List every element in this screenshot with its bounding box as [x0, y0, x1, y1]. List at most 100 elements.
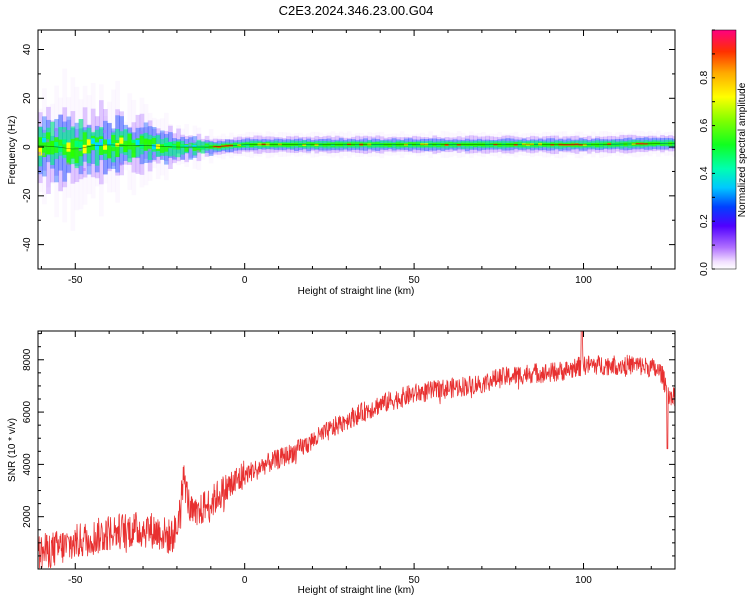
snr-xtick-label: 50 [409, 575, 421, 586]
spectrogram-cell [302, 144, 307, 146]
spectrogram-cell [192, 144, 198, 151]
snr-axes: -50 0 50 100 2000 4000 6000 8000 [22, 330, 676, 586]
spectrogram-cell [82, 168, 86, 172]
snr-ylabel: SNR (10 * v/v) [7, 418, 18, 482]
spectrogram-cell [477, 144, 482, 146]
colorbar-tick-label: 0.0 [699, 262, 710, 276]
spectrogram-cell [241, 144, 246, 147]
spectrogram-cell [208, 146, 214, 149]
spectrogram-cell [42, 137, 47, 143]
spectrogram-cell [74, 140, 80, 147]
spectrogram-xtick-label: 100 [575, 275, 592, 286]
spectrogram-cell [164, 142, 169, 147]
spectrogram-cell [408, 144, 413, 146]
spectrogram-cell [151, 155, 155, 159]
spectrogram-cell [172, 155, 176, 159]
spectrogram-cell [62, 139, 68, 145]
spectrogram-cell [590, 143, 596, 145]
spectrogram-cell [168, 141, 173, 157]
spectrogram-ytick-label: -20 [22, 188, 33, 203]
colorbar-axes: 0.0 0.2 0.4 0.6 0.8 [699, 29, 737, 276]
spectrogram-cell [176, 144, 181, 147]
snr-series-line [38, 331, 675, 569]
spectrogram-cell [135, 139, 141, 146]
spectrogram-cell [184, 144, 190, 152]
spectrogram-cell [119, 162, 123, 166]
spectrogram-cell [147, 139, 153, 145]
spectrogram-cell [281, 144, 287, 146]
colorbar: 0.0 0.2 0.4 0.6 0.8 Normalized spectral ampl… [699, 29, 748, 276]
spectrogram-cell [82, 132, 88, 151]
spectrogram-cell [196, 145, 202, 152]
spectrogram-cell [485, 143, 490, 146]
spectrogram-cell [42, 137, 47, 158]
colorbar-gradient [712, 30, 736, 269]
spectrogram-ytick-label: -40 [22, 237, 33, 252]
spectrogram-cell [103, 130, 107, 134]
snr-xtick-label: 0 [242, 575, 248, 586]
spectrogram-cell [139, 144, 145, 149]
spectrogram-cell [70, 148, 76, 157]
spectrogram-cell [147, 139, 153, 150]
spectrogram-ylabel: Frequency (Hz) [7, 116, 18, 185]
snr-ytick-label: 8000 [22, 348, 33, 371]
spectrogram-cell [151, 138, 157, 151]
spectrogram-ridge-line [38, 143, 675, 150]
spectrogram-cell [66, 142, 72, 152]
spectrogram-cell [82, 144, 88, 154]
colorbar-tick-label: 0.8 [699, 70, 710, 84]
spectrogram-cell [143, 139, 149, 144]
snr-panel: -50 0 50 100 2000 4000 6000 8000 Height of stra… [7, 330, 676, 596]
spectrogram-cell [131, 139, 137, 143]
snr-xlabel: Height of straight line (km) [298, 585, 415, 596]
spectrogram-cell [196, 149, 200, 153]
spectrogram-cell [111, 134, 116, 152]
snr-ytick-label: 6000 [22, 401, 33, 424]
colorbar-tick-label: 0.2 [699, 214, 710, 228]
spectrogram-ytick-label: 20 [22, 92, 33, 104]
spectrogram-cell [603, 143, 608, 146]
spectrogram-ytick-label: 40 [22, 44, 33, 56]
spectrogram-cell [216, 145, 222, 148]
spectrogram-frame [37, 29, 676, 270]
spectrogram-axes: -50 0 50 100 -40 -20 0 20 40 [22, 29, 676, 286]
spectrogram-cell [115, 143, 120, 147]
spectrogram-cell [192, 145, 198, 147]
spectrogram-cell [62, 129, 66, 133]
spectrogram-cell [180, 144, 185, 148]
spectrogram-cell [420, 143, 425, 146]
spectrogram-cell [38, 151, 41, 155]
snr-plot [38, 331, 675, 569]
spectrogram-cell [86, 139, 92, 146]
spectrogram-cell [107, 141, 112, 159]
spectrogram-cell [155, 144, 161, 149]
spectrogram-cell [159, 144, 165, 147]
spectrogram-cell [42, 152, 46, 156]
spectrogram-cell [54, 127, 58, 131]
spectrogram-cell [98, 139, 102, 143]
spectrogram-panel: -50 0 50 100 -40 -20 0 20 40 Height of straight … [7, 29, 676, 297]
spectrogram-cell [123, 144, 129, 153]
colorbar-label: Normalized spectral amplitude [737, 82, 748, 217]
spectrogram-cell [119, 137, 124, 144]
spectrogram-xtick-label: 0 [242, 275, 248, 286]
spectrogram-cell [501, 143, 507, 145]
spectrogram-cell [127, 141, 133, 146]
spectrogram-cell [66, 162, 70, 166]
figure-title: C2E3.2024.346.23.00.G04 [279, 3, 434, 18]
spectrogram-cell [619, 143, 625, 146]
spectrogram-cell [578, 144, 584, 146]
spectrogram-cell [50, 142, 55, 155]
spectrogram-cell [38, 147, 43, 156]
colorbar-tick-label: 0.6 [699, 118, 710, 132]
spectrogram-cell [159, 155, 163, 159]
spectrogram-cell [424, 143, 429, 146]
spectrogram-cell [54, 141, 59, 148]
spectrogram-cell [188, 143, 192, 147]
spectrogram-cell [58, 145, 63, 152]
spectrogram-cell [131, 140, 137, 158]
spectrogram-cell [38, 137, 43, 148]
spectrogram-image [38, 30, 675, 269]
spectrogram-cell [139, 131, 143, 135]
spectrogram-cell [78, 141, 84, 151]
